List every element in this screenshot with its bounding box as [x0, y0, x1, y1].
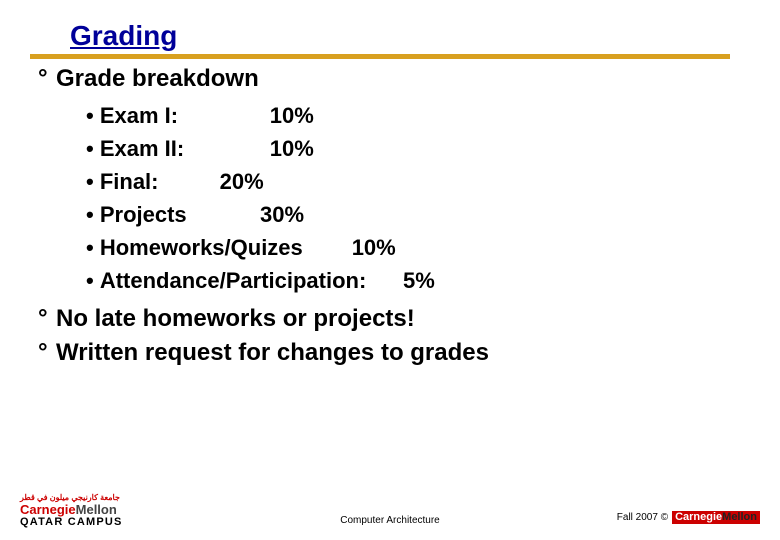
list-item: • Attendance/Participation: 5% [86, 264, 750, 297]
logo-qatar-line: QATAR CAMPUS [20, 517, 123, 528]
footer-term: Fall 2007 © [617, 512, 668, 523]
section-no-late: °No late homeworks or projects! [38, 305, 750, 333]
list-item: • Homeworks/Quizes 10% [86, 231, 750, 264]
footer: جامعة كارنيجي ميلون في قطر CarnegieMello… [0, 488, 780, 528]
section-written-request: °Written request for changes to grades [38, 339, 750, 367]
logo-qatar-campus: جامعة كارنيجي ميلون في قطر CarnegieMello… [20, 494, 123, 528]
carnegie-mellon-badge: CarnegieMellon [672, 511, 760, 524]
section-text: Written request for changes to grades [56, 339, 489, 366]
footer-course-name: Computer Architecture [340, 515, 440, 526]
list-item: • Projects 30% [86, 198, 750, 231]
list-item: • Exam II: 10% [86, 132, 750, 165]
title-underline-bar [30, 54, 730, 59]
section-grade-breakdown: °Grade breakdown [38, 65, 750, 93]
slide-title: Grading [70, 20, 750, 52]
section-text: No late homeworks or projects! [56, 305, 415, 332]
logo-mellon: Mellon [76, 502, 117, 517]
section-text: Grade breakdown [56, 65, 259, 92]
list-item: • Final: 20% [86, 165, 750, 198]
logo-carnegie: Carnegie [20, 502, 76, 517]
logo-arabic: جامعة كارنيجي ميلون في قطر [20, 494, 123, 502]
footer-right: Fall 2007 © CarnegieMellon [617, 511, 760, 524]
slide: Grading °Grade breakdown • Exam I: 10% •… [0, 0, 780, 540]
list-item: • Exam I: 10% [86, 99, 750, 132]
breakdown-list: • Exam I: 10% • Exam II: 10% • Final: 20… [30, 99, 750, 297]
